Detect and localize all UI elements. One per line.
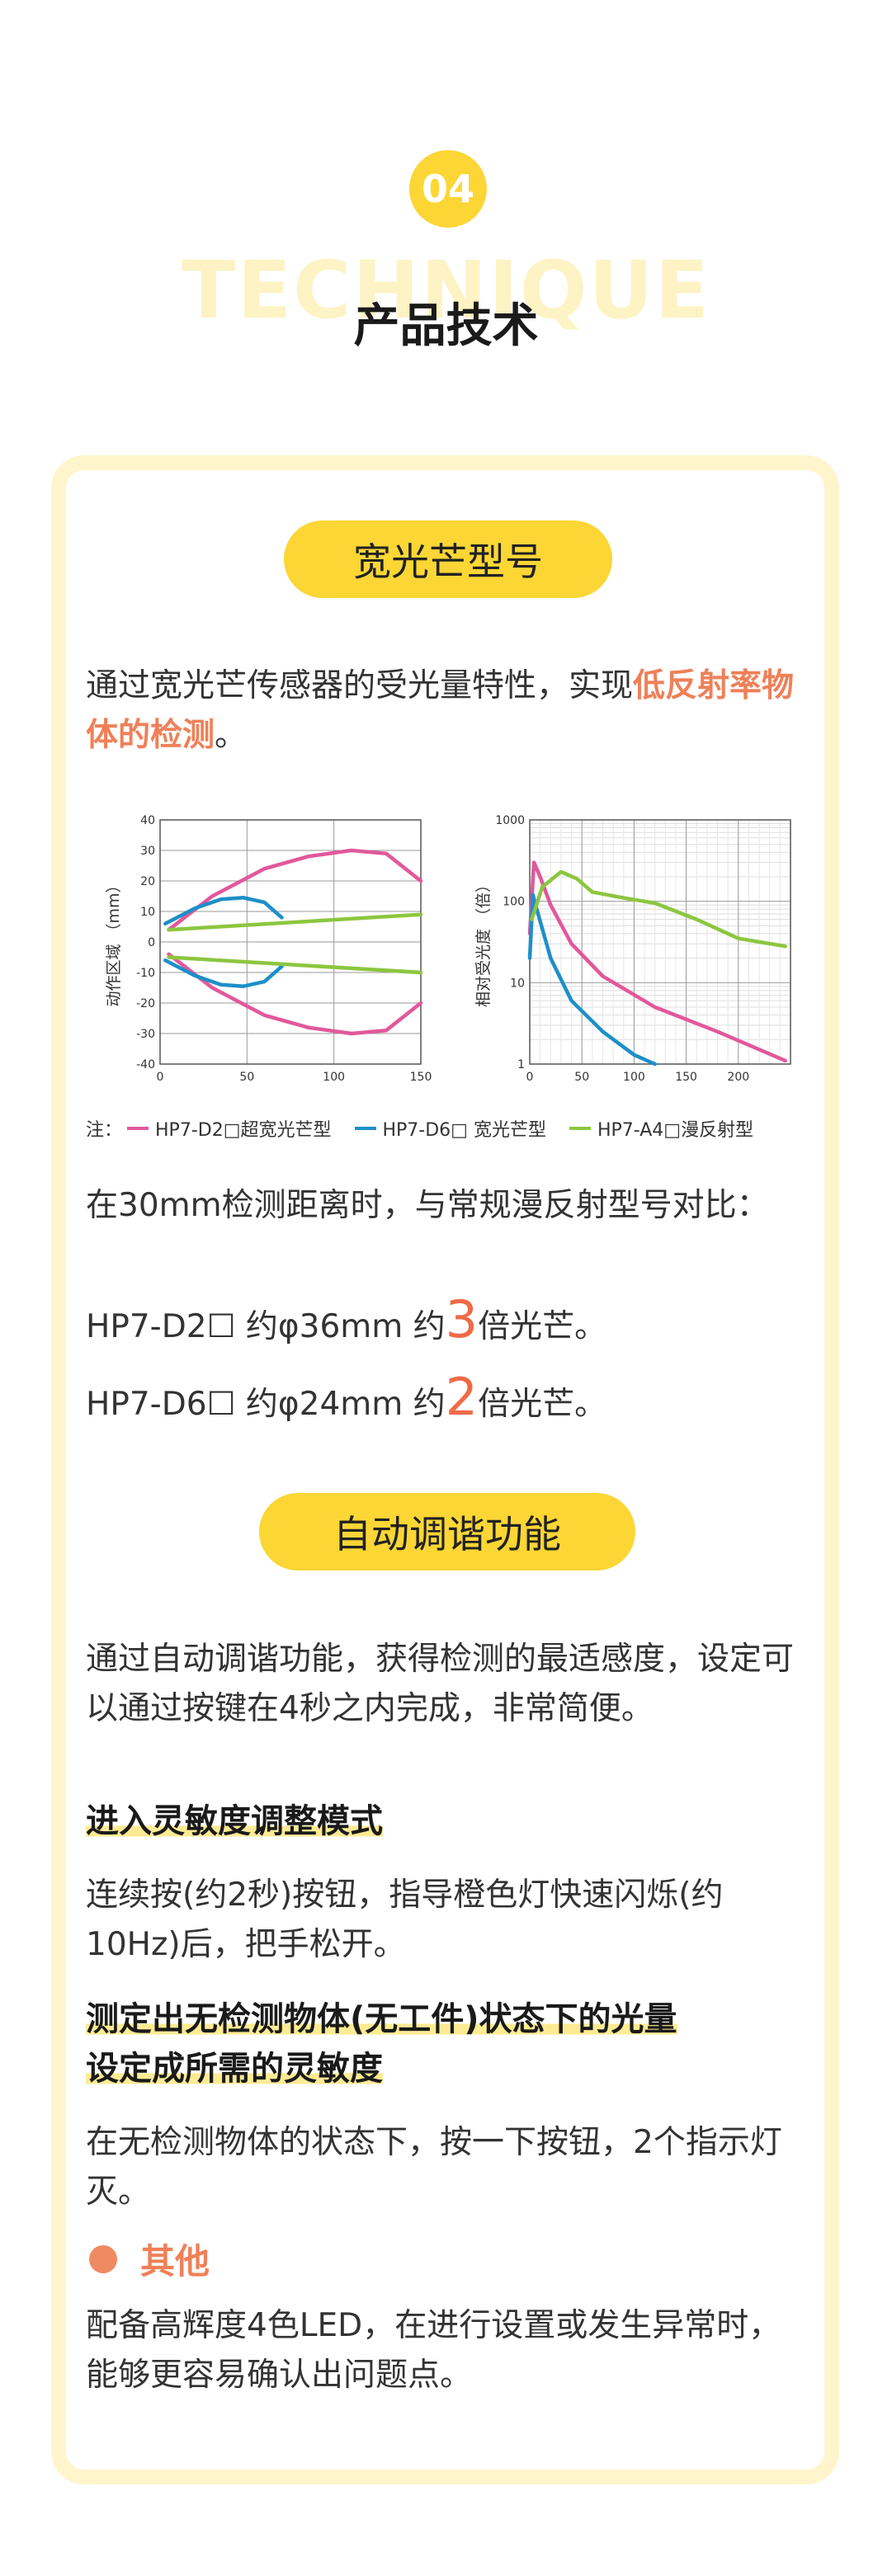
compare-line-d6: HP7-D6☐ 约φ24mm 约2倍光芒。 xyxy=(86,1367,607,1427)
series-line-2 xyxy=(527,892,657,1067)
x-tick-label: 0 xyxy=(526,1071,534,1084)
legend-line-swatch xyxy=(569,1127,591,1130)
section-title: 产品技术 xyxy=(353,299,539,353)
legend-item-hp7-d6: HP7-D6□ 宽光芒型 xyxy=(354,1115,546,1142)
content-card xyxy=(51,455,839,2484)
intro-highlight: 低反射率物体的检测 xyxy=(86,667,795,754)
y-tick-label: 30 xyxy=(140,845,155,858)
y-tick-label: -20 xyxy=(136,997,155,1010)
y-axis-label: 相对受光度 （倍） xyxy=(474,877,493,1007)
x-tick-label: 50 xyxy=(239,1071,254,1084)
y-tick-label: -10 xyxy=(136,967,155,980)
wide-beam-intro: 通过宽光芒传感器的受光量特性，实现低反射率物体的检测。 xyxy=(86,667,795,754)
legend-line-swatch xyxy=(354,1127,376,1130)
legend-note: 注： xyxy=(86,1120,123,1141)
y-tick-label: 1000 xyxy=(495,814,525,827)
step1-title: 进入灵敏度调整模式 xyxy=(86,1802,383,1840)
legend-line-swatch xyxy=(127,1127,149,1130)
series-line-4 xyxy=(163,958,284,988)
gridlines xyxy=(159,819,422,1065)
relative-reception-chart: 1000 100 10 10 50 100 150 200 相对受光度 （倍） xyxy=(474,814,791,1084)
x-tick-label: 0 xyxy=(157,1071,164,1084)
chart-legend: 注： HP7-D2□超宽光芒型 HP7-D6□ 宽光芒型 HP7-A4□漫反射型 xyxy=(86,1112,812,1145)
step2-text: 在无检测物体的状态下，按一下按钮，2个指示灯灭。 xyxy=(86,2124,782,2211)
y-tick-label: 10 xyxy=(510,977,525,990)
x-tick-label: 200 xyxy=(727,1071,749,1084)
y-tick-label: -30 xyxy=(136,1028,155,1041)
compare-intro: 在30mm检测距离时，与常规漫反射型号对比： xyxy=(86,1187,769,1224)
orange-dot-icon xyxy=(89,2244,117,2273)
step2-title: 测定出无检测物体(无工件)状态下的光量 设定成所需的灵敏度 xyxy=(86,2000,677,2088)
plot-frame xyxy=(159,819,422,1065)
other-text: 配备高辉度4色LED，在进行设置或发生异常时，能够更容易确认出问题点。 xyxy=(86,2307,781,2394)
y-tick-label: 20 xyxy=(140,875,155,888)
section-number-badge: 04 xyxy=(409,150,487,228)
series-line-1 xyxy=(167,848,423,932)
x-tick-label: 100 xyxy=(623,1071,645,1084)
y-axis-label: 动作区域 （mm） xyxy=(105,877,123,1006)
x-tick-label: 100 xyxy=(323,1071,345,1084)
auto-tune-pill: 自动调谐功能 xyxy=(259,1493,635,1571)
other-heading: 其他 xyxy=(89,2234,210,2284)
x-tick-label: 50 xyxy=(574,1071,589,1084)
auto-tune-intro: 通过自动调谐功能，获得检测的最适感度，设定可以通过按键在4秒之内完成，非常简便。 xyxy=(86,1641,795,1727)
wide-beam-pill: 宽光芒型号 xyxy=(284,520,612,598)
section-background-word: TECHNIQUE xyxy=(181,244,711,337)
legend-item-hp7-d2: HP7-D2□超宽光芒型 xyxy=(127,1115,332,1142)
y-tick-label: -40 xyxy=(136,1058,155,1071)
compare-line-d2: HP7-D2☐ 约φ36mm 约3倍光芒。 xyxy=(86,1289,607,1349)
series-line-2 xyxy=(167,952,423,1036)
step1-text: 连续按(约2秒)按钮，指导橙色灯快速闪烁(约10Hz)后，把手松开。 xyxy=(86,1877,724,1963)
legend-item-hp7-a4: HP7-A4□漫反射型 xyxy=(569,1115,753,1142)
y-tick-label: 40 xyxy=(140,814,155,827)
series-line-5 xyxy=(167,912,423,932)
y-tick-label: 10 xyxy=(140,906,155,919)
y-tick-label: 100 xyxy=(503,896,525,909)
x-tick-label: 150 xyxy=(410,1071,432,1084)
x-tick-label: 150 xyxy=(675,1071,697,1084)
series-line-1 xyxy=(527,860,787,1063)
series-line-3 xyxy=(163,896,284,926)
y-tick-label: 1 xyxy=(517,1058,525,1071)
y-tick-label: 0 xyxy=(148,936,155,949)
series-line-6 xyxy=(167,955,423,975)
series-line-3 xyxy=(530,869,787,949)
